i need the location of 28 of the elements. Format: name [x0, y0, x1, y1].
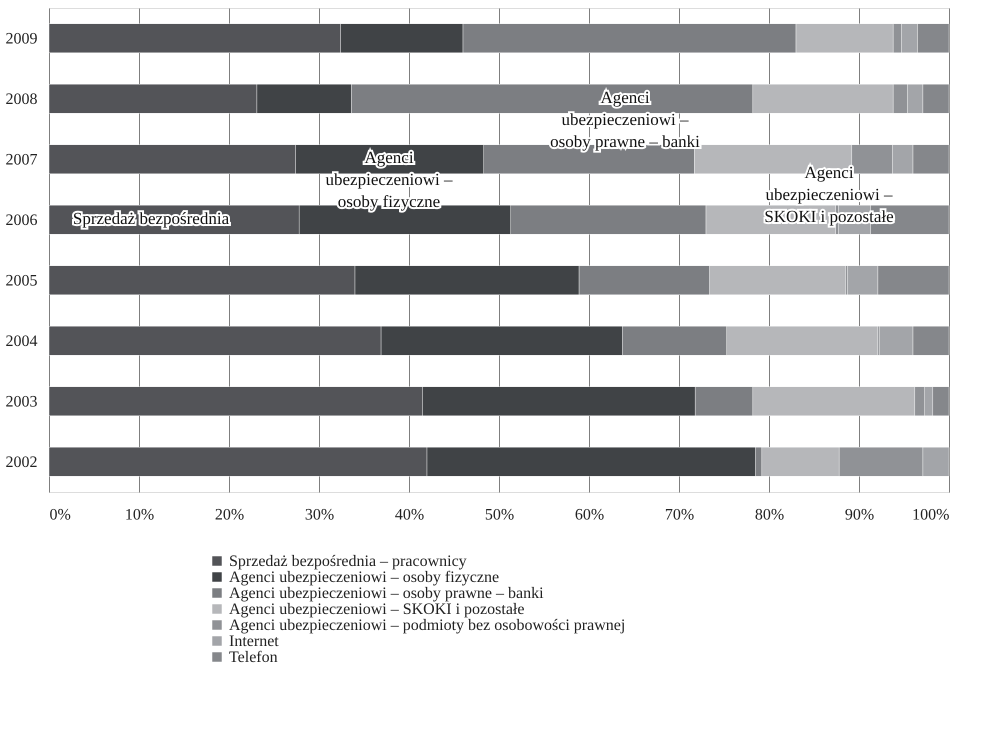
y-tick-label: 2008 — [6, 90, 38, 108]
legend-label: Agenci ubezpieczeniowi – SKOKI i pozostałe — [229, 601, 524, 618]
y-tick-label: 2003 — [6, 393, 38, 410]
x-tick-label: 70% — [664, 506, 694, 524]
x-tick-label: 30% — [304, 506, 334, 524]
x-tick-label: 0% — [50, 506, 71, 524]
annotation: Sprzedaż bezpośrednia — [72, 209, 230, 228]
legend-label: Agenci ubezpieczeniowi – podmioty bez osobowości prawnej — [229, 617, 626, 634]
x-tick-label: 20% — [214, 506, 244, 524]
x-tick-label: 80% — [754, 506, 784, 524]
legend-label: Internet — [229, 633, 280, 650]
y-tick-label: 2006 — [6, 212, 38, 229]
x-tick-label: 90% — [844, 506, 874, 524]
y-tick-label: 2002 — [6, 454, 38, 471]
x-tick-label: 40% — [394, 506, 424, 524]
x-tick-label: 50% — [484, 506, 514, 524]
annotation: Agenci ubezpieczeniowi – SKOKI i pozostałe — [764, 163, 894, 226]
y-tick-label: 2004 — [6, 332, 38, 350]
y-tick-label: 2009 — [6, 30, 38, 48]
x-tick-label: 60% — [574, 506, 604, 524]
legend-label: Agenci ubezpieczeniowi – osoby fizyczne — [229, 569, 500, 586]
x-tick-label: 10% — [124, 506, 154, 524]
legend-label: Agenci ubezpieczeniowi – osoby prawne – banki — [229, 585, 544, 602]
legend-label: Telefon — [229, 649, 278, 666]
y-tick-label: 2007 — [6, 151, 38, 168]
x-tick-label: 100% — [912, 506, 950, 524]
legend-label: Sprzedaż bezpośrednia – pracownicy — [229, 553, 467, 570]
y-tick-label: 2005 — [6, 272, 38, 290]
